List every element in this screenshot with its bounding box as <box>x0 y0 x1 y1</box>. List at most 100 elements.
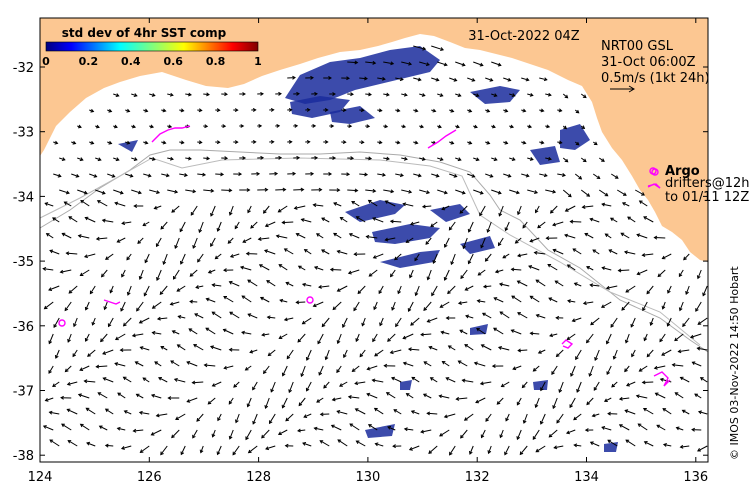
current-arrow <box>149 189 160 194</box>
current-arrow <box>574 173 582 180</box>
current-arrow-head <box>49 249 54 254</box>
current-arrow <box>683 253 690 261</box>
current-arrow-head <box>558 140 563 145</box>
current-arrow-head <box>126 140 131 145</box>
current-arrow <box>192 237 198 249</box>
current-arrow-head <box>585 339 590 344</box>
current-arrow <box>387 426 396 431</box>
current-arrow-head <box>354 60 359 65</box>
current-arrow-head <box>638 200 643 204</box>
current-arrow <box>77 157 83 161</box>
current-arrow-head <box>170 360 174 364</box>
current-arrow <box>285 413 294 422</box>
current-arrow-head <box>239 265 245 270</box>
current-arrow-head <box>361 322 366 327</box>
current-arrow <box>404 428 414 431</box>
current-arrow-head <box>402 361 407 366</box>
current-arrow-head <box>235 419 239 424</box>
current-arrow <box>521 173 529 177</box>
current-arrow-head <box>43 305 48 310</box>
current-arrow-head <box>258 123 263 128</box>
vector-scale-label: 0.5m/s (1kt 24h) <box>601 71 710 86</box>
current-arrow-head <box>264 187 269 192</box>
current-arrow <box>374 349 384 357</box>
current-arrow <box>61 423 72 431</box>
current-arrow-head <box>589 217 594 222</box>
current-arrow-head <box>573 282 578 287</box>
current-arrow-head <box>457 93 462 97</box>
current-arrow-head <box>42 425 47 429</box>
current-arrow-head <box>457 360 462 364</box>
current-arrow-head <box>142 222 147 227</box>
current-arrow-head <box>435 77 440 82</box>
current-arrow-head <box>270 107 275 112</box>
current-arrow-head <box>699 377 704 381</box>
current-arrow-head <box>546 124 551 129</box>
current-arrow-head <box>234 108 239 113</box>
current-arrow <box>427 317 438 323</box>
current-arrow <box>625 439 636 447</box>
current-arrow-head <box>349 423 354 427</box>
current-arrow <box>229 281 240 287</box>
current-arrow <box>117 427 126 431</box>
current-arrow-head <box>364 172 369 177</box>
current-arrow <box>105 444 114 447</box>
current-arrow <box>142 377 150 383</box>
current-arrow <box>210 346 222 351</box>
x-tick-label: 130 <box>355 470 380 485</box>
current-arrow-head <box>319 412 324 417</box>
current-arrow <box>233 381 240 388</box>
current-arrow <box>480 237 486 248</box>
current-arrow-head <box>395 323 399 328</box>
current-arrow-head <box>477 272 482 276</box>
current-arrow-head <box>440 47 445 51</box>
current-arrow <box>353 301 360 311</box>
current-arrow-head <box>533 250 538 255</box>
current-arrow-head <box>260 155 265 160</box>
current-arrow-head <box>511 157 516 161</box>
current-arrow-head <box>641 253 646 257</box>
current-arrow-head <box>151 330 156 335</box>
colorbar-title: std dev of 4hr SST comp <box>62 26 227 40</box>
current-arrow-head <box>131 124 137 129</box>
current-arrow <box>428 445 438 454</box>
current-arrow <box>679 301 684 311</box>
current-arrow-head <box>296 91 300 96</box>
current-arrow-head <box>360 108 365 113</box>
current-arrow-head <box>653 235 658 240</box>
current-arrow <box>97 200 108 207</box>
current-arrow <box>413 173 422 177</box>
current-arrow <box>431 45 444 51</box>
current-arrow <box>332 301 342 310</box>
current-arrow <box>108 317 114 327</box>
current-arrow <box>284 248 294 255</box>
current-arrow <box>610 217 618 223</box>
current-arrow <box>642 253 654 256</box>
current-arrow-head <box>245 251 250 256</box>
current-arrow <box>59 157 65 161</box>
current-arrow-head <box>607 411 611 416</box>
current-arrow <box>171 205 180 213</box>
current-arrow-head <box>303 414 308 418</box>
current-arrow-head <box>96 124 100 129</box>
current-arrow <box>156 413 168 417</box>
current-arrow-head <box>315 233 320 237</box>
current-arrow-head <box>396 108 401 113</box>
current-arrow-head <box>430 223 435 228</box>
current-arrow-head <box>279 298 284 303</box>
current-arrow-head <box>461 378 466 383</box>
argo-legend-symbol <box>649 167 657 175</box>
current-arrow-head <box>91 321 96 326</box>
current-arrow-head <box>228 280 233 285</box>
current-arrow <box>43 425 54 431</box>
current-arrow <box>605 233 612 239</box>
current-arrow-head <box>192 434 196 439</box>
current-arrow <box>650 317 654 326</box>
current-arrow-head <box>180 108 185 113</box>
current-arrow-head <box>486 229 491 233</box>
current-arrow-head <box>643 337 648 342</box>
current-arrow <box>319 440 330 447</box>
current-arrow <box>390 269 396 277</box>
current-arrow-head <box>642 408 647 412</box>
current-arrow <box>306 381 312 392</box>
